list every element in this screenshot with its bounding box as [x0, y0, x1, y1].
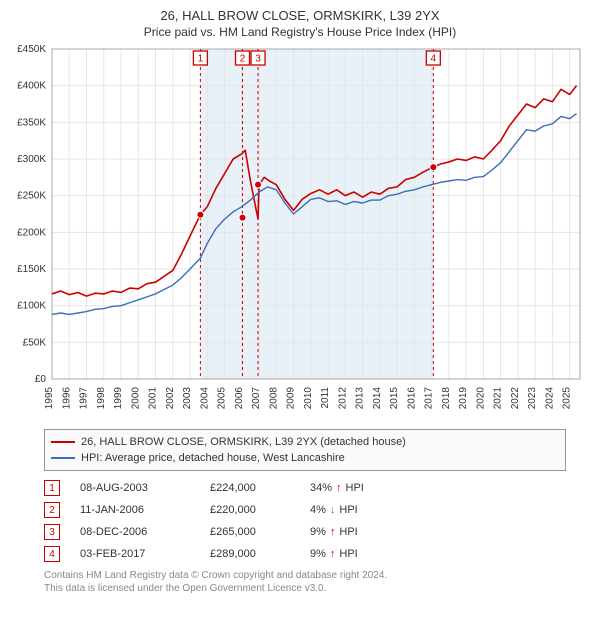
svg-text:2019: 2019	[458, 387, 469, 410]
footer-line-1: Contains HM Land Registry data © Crown c…	[44, 569, 566, 582]
transaction-row: 3 08-DEC-2006 £265,000 9%↑HPI	[44, 521, 566, 543]
transaction-date: 08-AUG-2003	[80, 482, 190, 494]
svg-text:1996: 1996	[61, 387, 72, 410]
marker-badge: 1	[44, 480, 60, 496]
marker-badge: 3	[44, 524, 60, 540]
transaction-row: 2 11-JAN-2006 £220,000 4%↓HPI	[44, 499, 566, 521]
svg-text:2016: 2016	[406, 387, 417, 410]
page-subtitle: Price paid vs. HM Land Registry's House …	[4, 25, 596, 39]
marker-badge: 4	[44, 546, 60, 562]
transaction-date: 11-JAN-2006	[80, 504, 190, 516]
transaction-price: £220,000	[210, 504, 290, 516]
svg-text:£150K: £150K	[17, 264, 46, 275]
legend-label: 26, HALL BROW CLOSE, ORMSKIRK, L39 2YX (…	[81, 434, 406, 450]
svg-text:£250K: £250K	[17, 191, 46, 202]
svg-text:2: 2	[240, 54, 246, 65]
svg-text:£100K: £100K	[17, 301, 46, 312]
svg-text:2015: 2015	[389, 387, 400, 410]
transaction-delta: 9%↑HPI	[310, 526, 390, 538]
legend-swatch	[51, 457, 75, 459]
price-chart: £0 £50K £100K £150K £200K £250K £300K £350K £400…	[4, 43, 596, 423]
arrow-down-icon: ↓	[330, 504, 336, 516]
legend-label: HPI: Average price, detached house, West…	[81, 450, 345, 466]
transaction-delta: 34%↑HPI	[310, 482, 390, 494]
svg-text:1998: 1998	[96, 387, 107, 410]
svg-text:£400K: £400K	[17, 81, 46, 92]
legend-item: HPI: Average price, detached house, West…	[51, 450, 559, 466]
svg-text:1997: 1997	[79, 387, 90, 410]
svg-text:£200K: £200K	[17, 227, 46, 238]
svg-text:£50K: £50K	[23, 337, 47, 348]
marker-badge: 2	[44, 502, 60, 518]
svg-text:2023: 2023	[527, 387, 538, 410]
svg-text:1999: 1999	[113, 387, 124, 410]
svg-text:£300K: £300K	[17, 154, 46, 165]
footer-attribution: Contains HM Land Registry data © Crown c…	[44, 569, 566, 595]
svg-text:2010: 2010	[303, 387, 314, 410]
svg-text:2014: 2014	[372, 387, 383, 410]
transaction-price: £289,000	[210, 548, 290, 560]
arrow-up-icon: ↑	[330, 548, 336, 560]
transaction-date: 08-DEC-2006	[80, 526, 190, 538]
svg-text:2020: 2020	[475, 387, 486, 410]
transaction-price: £224,000	[210, 482, 290, 494]
transaction-price: £265,000	[210, 526, 290, 538]
svg-text:2002: 2002	[165, 387, 176, 410]
svg-text:2022: 2022	[510, 387, 521, 410]
svg-text:2011: 2011	[320, 387, 331, 409]
arrow-up-icon: ↑	[336, 482, 342, 494]
svg-text:2013: 2013	[355, 387, 366, 410]
svg-text:2018: 2018	[441, 387, 452, 410]
legend: 26, HALL BROW CLOSE, ORMSKIRK, L39 2YX (…	[44, 429, 566, 471]
svg-text:2001: 2001	[148, 387, 159, 410]
svg-text:2006: 2006	[234, 387, 245, 410]
svg-text:£450K: £450K	[17, 44, 46, 55]
svg-text:2009: 2009	[286, 387, 297, 410]
footer-line-2: This data is licensed under the Open Gov…	[44, 582, 566, 595]
svg-text:2005: 2005	[217, 387, 228, 410]
svg-text:2017: 2017	[424, 387, 435, 410]
svg-text:2007: 2007	[251, 387, 262, 410]
transaction-row: 1 08-AUG-2003 £224,000 34%↑HPI	[44, 477, 566, 499]
svg-text:2008: 2008	[268, 387, 279, 410]
legend-swatch	[51, 441, 75, 443]
svg-text:3: 3	[255, 54, 261, 65]
svg-text:2012: 2012	[337, 387, 348, 410]
svg-text:£350K: £350K	[17, 117, 46, 128]
svg-text:2000: 2000	[130, 387, 141, 410]
svg-text:2024: 2024	[544, 387, 555, 410]
transaction-delta: 9%↑HPI	[310, 548, 390, 560]
transaction-date: 03-FEB-2017	[80, 548, 190, 560]
page-title: 26, HALL BROW CLOSE, ORMSKIRK, L39 2YX	[4, 8, 596, 23]
transaction-delta: 4%↓HPI	[310, 504, 390, 516]
svg-text:4: 4	[431, 54, 437, 65]
svg-text:2025: 2025	[562, 387, 573, 410]
svg-text:2003: 2003	[182, 387, 193, 410]
transactions-table: 1 08-AUG-2003 £224,000 34%↑HPI 2 11-JAN-2006 £…	[44, 477, 566, 565]
svg-text:2021: 2021	[493, 387, 504, 410]
svg-text:2004: 2004	[199, 387, 210, 410]
arrow-up-icon: ↑	[330, 526, 336, 538]
svg-text:£0: £0	[35, 374, 47, 385]
legend-item: 26, HALL BROW CLOSE, ORMSKIRK, L39 2YX (…	[51, 434, 559, 450]
transaction-row: 4 03-FEB-2017 £289,000 9%↑HPI	[44, 543, 566, 565]
svg-text:1995: 1995	[44, 387, 55, 410]
svg-text:1: 1	[198, 54, 204, 65]
